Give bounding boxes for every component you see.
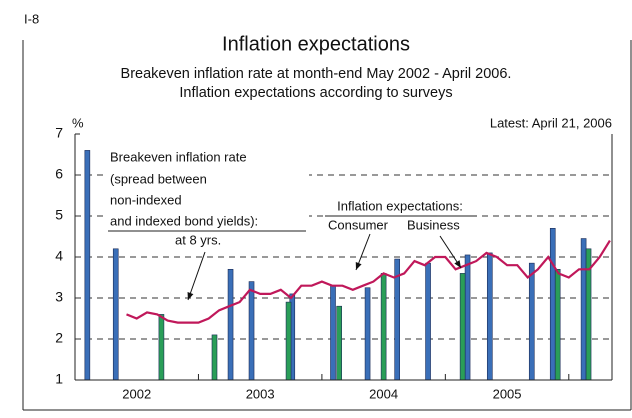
y-tick-label: 6: [55, 166, 63, 182]
bar: [425, 262, 431, 381]
bar: [248, 281, 255, 381]
bar: [285, 301, 292, 381]
arrow: [187, 251, 206, 301]
subtitle: Inflation expectations according to surv…: [179, 85, 452, 101]
annotation: and indexed bond yields):: [110, 213, 258, 228]
annotation: Breakeven inflation rate: [110, 149, 247, 164]
bar: [549, 228, 556, 381]
bar: [554, 268, 561, 381]
y-tick-label: 3: [55, 289, 63, 305]
legend-label: Business: [407, 217, 460, 232]
breakeven-line: [126, 240, 611, 324]
annotation-bg: [106, 148, 309, 232]
annotation: Inflation expectations:: [337, 198, 463, 213]
bar: [211, 334, 218, 381]
annotation-bg: [170, 233, 240, 249]
y-tick-label: 7: [55, 125, 63, 141]
arrow-head: [355, 262, 362, 270]
bar: [464, 254, 471, 381]
bar: [459, 273, 466, 381]
x-tick-label: 2003: [246, 386, 275, 401]
x-tick-label: 2005: [493, 386, 522, 401]
y-tick-label: 1: [55, 371, 63, 387]
y-tick-label: 5: [55, 207, 63, 223]
arrow-head: [187, 292, 194, 300]
x-tick-label: 2002: [122, 386, 151, 401]
bar: [364, 287, 371, 381]
annotation: non-indexed: [110, 192, 182, 207]
bar: [486, 252, 493, 381]
bar: [580, 238, 587, 381]
note: Latest: April 21, 2006: [490, 115, 612, 130]
y-tick-label: 2: [55, 330, 63, 346]
bar: [336, 305, 342, 381]
y-tick-label: 4: [55, 248, 63, 264]
bar: [84, 150, 91, 381]
bar: [528, 262, 535, 381]
chart-title: Inflation expectations: [222, 33, 410, 55]
bar: [158, 314, 165, 381]
annotation: (spread between: [110, 171, 207, 186]
arrow-head: [454, 260, 461, 268]
annotation: at 8 yrs.: [175, 232, 221, 247]
subtitle: Breakeven inflation rate at month-end Ma…: [121, 66, 512, 82]
legend-label: Consumer: [328, 217, 389, 232]
bar: [380, 273, 387, 381]
x-tick-label: 2004: [369, 386, 398, 401]
bar: [112, 248, 119, 381]
y-axis-label: %: [72, 115, 84, 130]
bar: [330, 285, 336, 381]
corner-label: I-8: [24, 11, 39, 26]
bar: [227, 268, 234, 381]
